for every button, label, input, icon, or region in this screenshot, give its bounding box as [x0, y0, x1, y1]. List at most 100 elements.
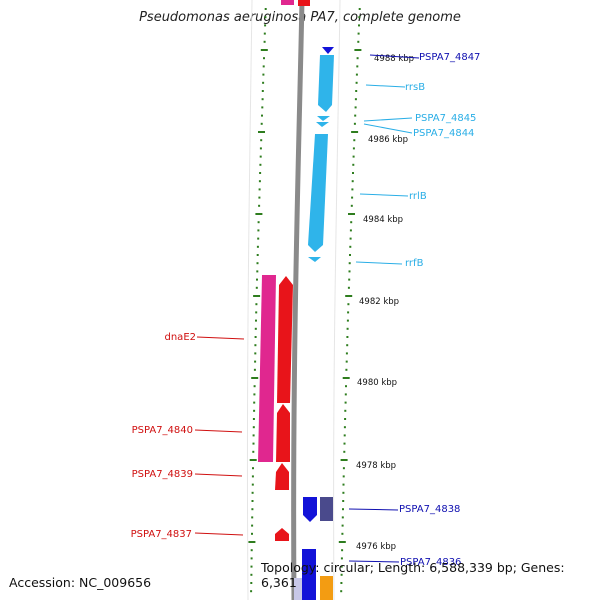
tick-mark [252, 418, 255, 420]
gene-label-rrsB[interactable]: rrsB [405, 82, 425, 93]
tick-mark [345, 360, 348, 363]
tick-mark [250, 582, 253, 584]
tick-mark [256, 254, 259, 256]
scale-label: 4980 kbp [357, 378, 397, 388]
tick-mark [251, 516, 254, 519]
tick-mark [260, 122, 263, 125]
gene-label-pspa7-4836[interactable]: PSPA7_4836 [400, 557, 461, 568]
gene-fragment-top-magenta[interactable] [281, 0, 294, 5]
gene-arrow-pspa7-4836[interactable] [302, 549, 316, 600]
tick-mark [349, 254, 351, 256]
tick-mark [351, 180, 354, 183]
tick-mark [354, 49, 362, 51]
tick-mark [342, 377, 350, 379]
outer-tick-track [338, 8, 362, 593]
tick-mark [255, 286, 258, 289]
tick-mark [253, 401, 256, 404]
gene-label-pspa7-4837[interactable]: PSPA7_4837 [131, 529, 192, 540]
tick-mark [355, 90, 358, 92]
tick-mark [341, 524, 344, 527]
tick-mark [259, 163, 262, 166]
tick-mark [352, 147, 355, 150]
tick-mark [251, 377, 259, 379]
gene-arrow-dnaE2[interactable] [277, 276, 293, 403]
tick-mark [352, 155, 355, 158]
tick-mark [249, 459, 257, 461]
track-outline-inner [246, 0, 253, 600]
tick-mark [256, 262, 259, 265]
tick-mark [251, 508, 254, 511]
tick-mark [341, 549, 344, 552]
tick-mark [250, 565, 253, 568]
tick-mark [343, 450, 346, 453]
gene-arrow-pspa7-4840[interactable] [276, 404, 290, 462]
gene-label-rrfB[interactable]: rrfB [405, 258, 424, 269]
genome-backbone [291, 0, 305, 600]
gene-arrow-pspa7-4838-blue[interactable] [303, 497, 317, 522]
tick-mark [353, 122, 356, 125]
scale-labels: 4988 kbp 4986 kbp 4984 kbp 4982 kbp 4980… [356, 54, 414, 552]
gene-fragment-bottom-light[interactable] [294, 578, 302, 600]
tick-mark [344, 409, 347, 412]
gene-arrow-pspa7-4847[interactable] [322, 47, 334, 54]
tick-mark [358, 16, 361, 19]
gene-label-pspa7-4838[interactable]: PSPA7_4838 [399, 504, 460, 515]
inner-tick-track [248, 8, 268, 593]
gene-arrow-pspa7-4839[interactable] [275, 463, 289, 490]
gene-arrow-pspa7-4837[interactable] [275, 528, 289, 541]
tick-mark [250, 557, 253, 560]
gene-label-pspa7-4844[interactable]: PSPA7_4844 [413, 128, 474, 139]
gene-fragment-top-red[interactable] [298, 0, 310, 6]
tick-mark [340, 459, 348, 461]
tick-mark [342, 483, 345, 486]
gene-label-pspa7-4847[interactable]: PSPA7_4847 [419, 52, 480, 63]
tick-mark [252, 442, 255, 445]
gene-arrow-dnaE2-magenta[interactable] [258, 275, 276, 462]
gene-arrow-pspa7-4844[interactable] [316, 122, 329, 127]
tick-mark [345, 352, 348, 355]
tick-mark [348, 262, 351, 265]
gene-label-pspa7-4840[interactable]: PSPA7_4840 [132, 425, 193, 436]
tick-mark [254, 344, 257, 347]
tick-mark [253, 385, 256, 388]
gene-label-pspa7-4845[interactable]: PSPA7_4845 [415, 113, 476, 124]
tick-mark [351, 188, 354, 191]
scale-label: 4984 kbp [363, 215, 403, 225]
tick-mark [260, 139, 263, 142]
tick-mark [341, 516, 344, 519]
tick-mark [344, 418, 347, 420]
tick-mark [254, 336, 257, 338]
gene-arrow-rrlB[interactable] [308, 134, 328, 252]
tick-mark [340, 557, 343, 560]
tick-mark [350, 221, 353, 224]
tick-mark [261, 106, 264, 109]
tick-mark [346, 344, 349, 347]
tick-mark [254, 360, 257, 363]
gene-label-rrlB[interactable]: rrlB [409, 191, 427, 202]
tick-mark [251, 491, 254, 494]
tick-mark [254, 352, 257, 355]
tick-mark [261, 90, 264, 92]
tick-mark [253, 393, 256, 396]
gene-label-dnaE2[interactable]: dnaE2 [165, 332, 197, 343]
gene-arrow-rrfB[interactable] [308, 257, 321, 262]
gene-arrow-pspa7-4838[interactable] [320, 497, 333, 521]
tick-mark [253, 295, 261, 297]
gene-label-pspa7-4839[interactable]: PSPA7_4839 [132, 469, 193, 480]
tick-mark [254, 327, 257, 330]
tick-mark [354, 98, 357, 101]
gene-fragment-bottom-orange[interactable] [320, 576, 333, 600]
tick-mark [355, 73, 358, 76]
tick-mark [340, 573, 343, 576]
tick-mark [357, 40, 360, 43]
gene-labels: PSPA7_4847 rrsB PSPA7_4845 PSPA7_4844 rr… [131, 52, 481, 568]
gene-arrow-pspa7-4845[interactable] [317, 116, 330, 121]
tick-mark [250, 590, 253, 593]
tick-mark [252, 467, 254, 470]
tick-mark [264, 24, 267, 27]
gene-arrow-rrsB[interactable] [318, 55, 334, 112]
tick-mark [358, 24, 360, 27]
tick-mark [341, 532, 344, 535]
tick-mark [338, 541, 346, 543]
